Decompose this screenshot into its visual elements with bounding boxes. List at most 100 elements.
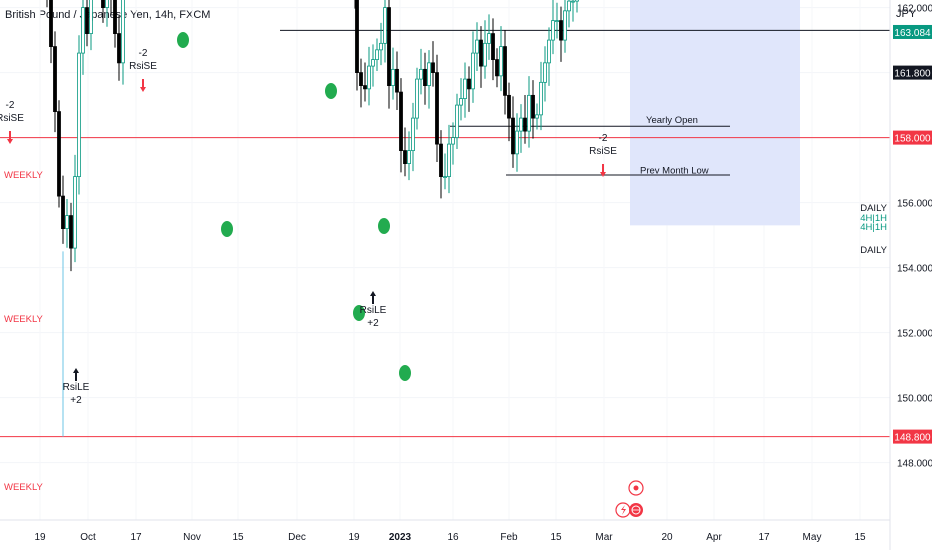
y-tick-label: 154.000 (897, 264, 932, 275)
candle-body (447, 143, 451, 178)
candle-body (355, 0, 359, 73)
price-tag (893, 24, 932, 39)
candle-body (507, 94, 511, 119)
candle-body (475, 39, 479, 54)
x-tick-label: 20 (661, 532, 673, 543)
x-tick-label: 2023 (389, 532, 412, 543)
candle-body (439, 143, 443, 178)
signal-count: -2 (6, 100, 15, 111)
candle-body (463, 78, 467, 99)
candle-body (535, 114, 539, 119)
x-tick-label: 15 (232, 532, 244, 543)
x-tick-label: 16 (447, 532, 459, 543)
candle-body (419, 68, 423, 80)
timeframe-label: 4H|1H (860, 222, 887, 233)
x-tick-label: Mar (595, 532, 613, 543)
price-tag-label: 163.084 (894, 28, 931, 39)
x-tick-label: Oct (80, 532, 96, 543)
candle-body (363, 85, 367, 90)
signal-count: +2 (367, 318, 379, 329)
candle-body (359, 72, 363, 86)
candle-body (495, 59, 499, 77)
candle-body (555, 20, 559, 23)
candle-body (515, 130, 519, 155)
candle-body (403, 150, 407, 165)
candle-body (407, 150, 411, 165)
signal-label: RsiSE (589, 146, 617, 157)
candle-body (65, 215, 69, 230)
target-zone-lower (630, 0, 800, 226)
x-tick-label: 19 (34, 532, 46, 543)
y-tick-label: 148.000 (897, 459, 932, 470)
candle-body (567, 0, 571, 12)
signal-count: -2 (139, 48, 148, 59)
candle-body (479, 39, 483, 67)
candle-body (77, 52, 81, 177)
x-tick-label: 19 (348, 532, 360, 543)
x-tick-label: May (803, 532, 822, 543)
candle-body (423, 68, 427, 86)
candle-body (395, 68, 399, 93)
y-tick-label: 152.000 (897, 329, 932, 340)
candle-body (547, 39, 551, 64)
candle-body (539, 81, 543, 116)
signal-label: RsiLE (360, 305, 387, 316)
candle-body (491, 33, 495, 60)
pivot-marker (378, 218, 390, 234)
y-tick-label: 162.000 (897, 4, 932, 15)
pivot-marker (221, 221, 233, 237)
annotation-label: DAILY (860, 245, 887, 256)
candle-body (73, 176, 77, 249)
x-tick-label: 15 (550, 532, 562, 543)
signal-label: RsiLE (63, 382, 90, 393)
candle-body (57, 111, 61, 197)
x-tick-label: Feb (500, 532, 518, 543)
timeframe-label: 4H|1H (860, 213, 887, 224)
candle-body (467, 78, 471, 90)
event-icons[interactable] (615, 480, 644, 518)
pivot-marker (177, 32, 189, 48)
annotations: Prev Month High / Prev Week HighDaily Op… (4, 115, 888, 493)
price-tag (893, 65, 932, 80)
price-tag-label: 158.000 (894, 134, 931, 145)
candle-body (431, 62, 435, 73)
candle-body (511, 117, 515, 155)
candle-body (459, 98, 463, 106)
candle-body (375, 49, 379, 60)
sell-arrow-icon (7, 131, 13, 144)
candle-body (53, 46, 57, 112)
candle-body (575, 0, 579, 2)
y-tick-label: 150.000 (897, 394, 932, 405)
candle-body (455, 104, 459, 138)
candle-body (391, 68, 395, 86)
x-tick-label: 17 (758, 532, 770, 543)
candle-body (415, 78, 419, 119)
time-axis[interactable]: 19 Oct 17 Nov 15 Dec 19 2023 16 Feb 15 Mar 20 Apr 17 Ma… (34, 532, 866, 543)
candle-body (483, 42, 487, 67)
candle-body (411, 117, 415, 151)
candle-body (117, 33, 121, 64)
candle-body (499, 46, 503, 77)
x-tick-label: Apr (706, 532, 722, 543)
event-dot-center (633, 485, 639, 491)
candle-body (559, 20, 563, 41)
price-tag-label: 161.800 (894, 69, 931, 80)
price-tag-label: 148.800 (894, 433, 931, 444)
candle-body (399, 91, 403, 151)
signal-count: +2 (70, 395, 82, 406)
candle-body (105, 0, 109, 9)
candle-body (563, 10, 567, 41)
candle-body (101, 0, 105, 9)
candle-body (519, 117, 523, 132)
annotation-label: WEEKLY (4, 482, 44, 493)
candle-body (371, 59, 375, 67)
x-tick-label: 17 (130, 532, 142, 543)
price-tag (893, 429, 932, 444)
signal-markers: -2 RsiSE -2 RsiSE -2 RsiSE RsiLE +2 RsiLE +2 (0, 32, 617, 406)
zones (630, 0, 800, 226)
level-lines (0, 29, 890, 438)
candle-body (523, 117, 527, 132)
candle-body (487, 33, 491, 44)
